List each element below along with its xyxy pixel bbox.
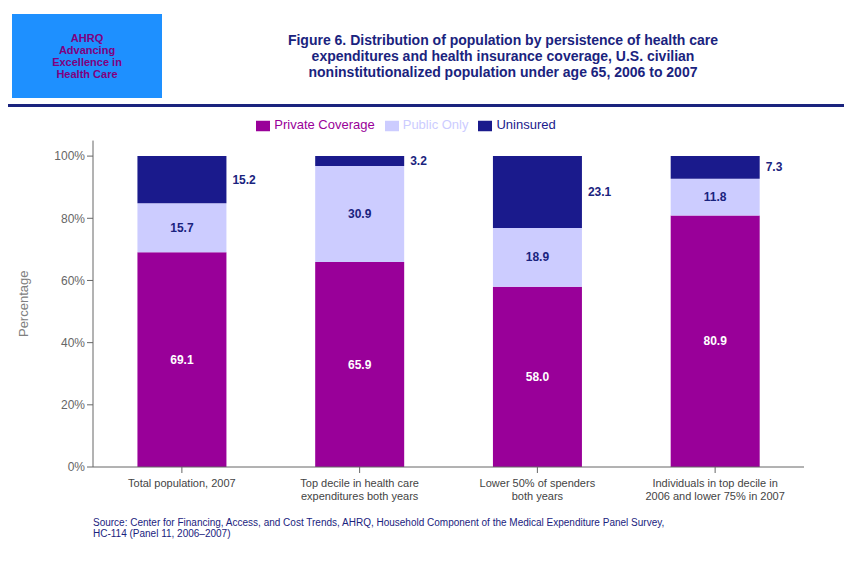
svg-text:23.1: 23.1 <box>588 185 612 199</box>
svg-text:Total population, 2007: Total population, 2007 <box>128 477 236 489</box>
svg-text:Top decile in health careexpen: Top decile in health careexpenditures bo… <box>300 477 419 502</box>
html-text:Uninsured: Uninsured <box>496 117 556 132</box>
svg-text:Lower 50% of spendersboth year: Lower 50% of spendersboth years <box>480 477 596 502</box>
html-text:noninstitutionalized populatio: noninstitutionalized population under ag… <box>308 64 698 80</box>
svg-text:100%: 100% <box>54 149 85 163</box>
html-text:AHRQ Advancing Excellence in H: AHRQ Advancing Excellence in Health Care <box>52 32 122 80</box>
svg-text:7.3: 7.3 <box>766 160 783 174</box>
svg-text:11.8: 11.8 <box>704 190 727 204</box>
svg-text:3.2: 3.2 <box>410 154 427 168</box>
html-text:Figure 6. Distribution of popu: Figure 6. Distribution of population by … <box>287 32 719 48</box>
svg-text:65.9: 65.9 <box>348 358 372 372</box>
svg-text:60%: 60% <box>61 274 85 288</box>
svg-text:58.0: 58.0 <box>526 370 550 384</box>
html-text:Private Coverage: Private Coverage <box>274 117 375 132</box>
html-text:Source: Center for Financing,: Source: Center for Financing, Access, an… <box>93 517 665 539</box>
html-text:Public Only: Public Only <box>402 117 469 132</box>
svg-text:80%: 80% <box>61 212 85 226</box>
svg-text:69.1: 69.1 <box>170 353 194 367</box>
svg-text:30.9: 30.9 <box>348 207 372 221</box>
html-text:expenditures and health insura: expenditures and health insurance covera… <box>311 48 695 64</box>
svg-text:40%: 40% <box>61 336 85 350</box>
svg-text:18.9: 18.9 <box>526 250 550 264</box>
svg-text:20%: 20% <box>61 398 85 412</box>
svg-text:15.7: 15.7 <box>170 221 194 235</box>
svg-text:Percentage: Percentage <box>16 271 31 338</box>
svg-text:Individuals in top decile in20: Individuals in top decile in2006 and low… <box>645 477 784 502</box>
svg-text:80.9: 80.9 <box>704 334 728 348</box>
svg-text:0%: 0% <box>68 460 86 474</box>
svg-text:15.2: 15.2 <box>232 173 256 187</box>
